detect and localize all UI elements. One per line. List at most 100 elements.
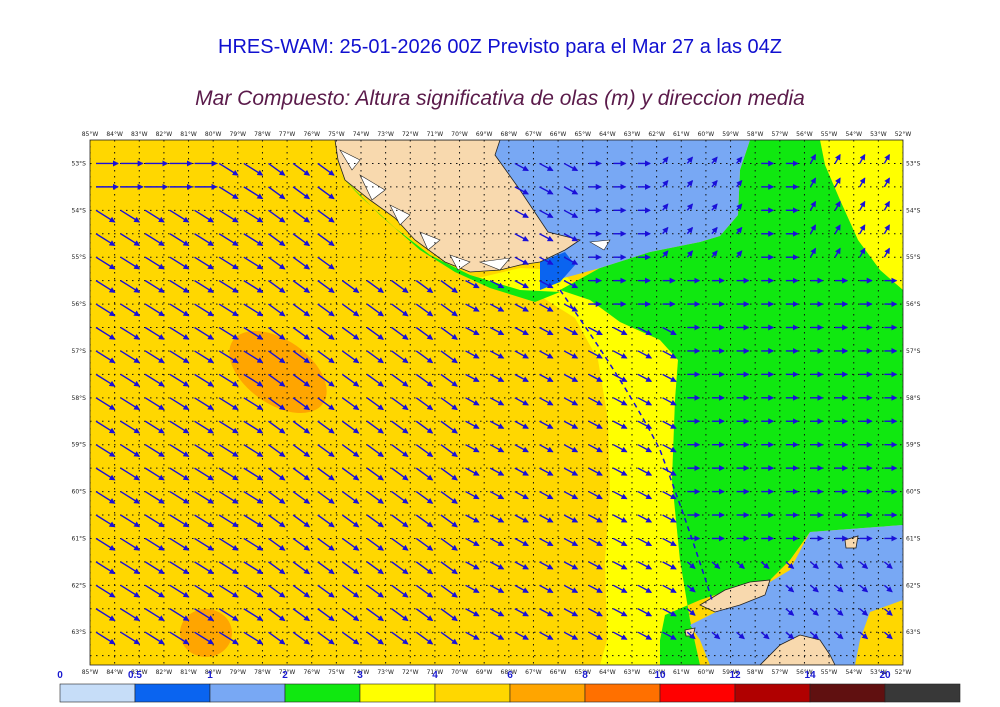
wave-arrow: [489, 326, 505, 336]
wave-arrow: [292, 490, 311, 504]
wave-arrow: [144, 444, 165, 457]
lat-label-left: 57°S: [72, 348, 87, 355]
colorbar: [59, 683, 961, 703]
wave-arrow: [809, 200, 817, 211]
lon-label-top: 85°W: [82, 131, 99, 138]
wave-arrow: [292, 561, 311, 575]
lon-label-bottom: 68°W: [501, 669, 518, 676]
wave-arrow: [341, 373, 360, 387]
wave-arrow: [169, 490, 190, 504]
wave-arrow: [883, 177, 890, 188]
wave-arrow: [489, 420, 505, 429]
lat-label-right: 53°S: [906, 160, 921, 167]
wave-arrow: [194, 233, 215, 247]
lon-label-bottom: 52°W: [895, 669, 912, 676]
wave-arrow: [736, 203, 743, 211]
wave-height-field: [90, 140, 903, 665]
colorbar-label: 6: [507, 670, 513, 681]
wave-arrow: [539, 490, 554, 500]
wave-arrow: [169, 326, 190, 340]
wave-arrow: [662, 397, 677, 406]
colorbar-label: 14: [804, 670, 816, 681]
wave-arrow: [834, 561, 844, 569]
wave-arrow: [415, 490, 434, 504]
wave-arrow: [120, 514, 141, 528]
wave-zone-6-8m-b: [180, 609, 232, 657]
wave-arrow: [95, 514, 116, 528]
lon-label-top: 58°W: [747, 131, 764, 138]
lon-label-bottom: 76°W: [303, 669, 320, 676]
wave-arrow: [268, 209, 286, 223]
lon-label-bottom: 60°W: [698, 669, 715, 676]
wave-arrow: [95, 209, 116, 223]
wave-arrow: [637, 373, 653, 383]
lon-label-bottom: 61°W: [673, 669, 690, 676]
lon-label-bottom: 63°W: [624, 669, 641, 676]
wave-arrow: [144, 209, 165, 223]
wave-arrow: [341, 467, 360, 481]
wave-arrow: [588, 444, 603, 453]
wave-arrow: [366, 350, 384, 364]
lon-label-bottom: 85°W: [82, 669, 99, 676]
wave-arrow: [563, 608, 579, 617]
wave-arrow: [883, 631, 893, 640]
wave-zone-3-4m: [470, 268, 700, 665]
wave-arrow: [883, 608, 893, 616]
wave-arrow: [95, 608, 116, 622]
wave-arrow: [194, 444, 215, 457]
wave-arrow: [144, 326, 165, 340]
wave-arrow: [834, 631, 844, 640]
wave-arrow: [637, 631, 653, 640]
wave-arrow: [810, 561, 819, 569]
lon-label-bottom: 70°W: [451, 669, 468, 676]
wave-arrow: [662, 584, 677, 593]
lon-label-bottom: 75°W: [328, 669, 345, 676]
lon-label-bottom: 81°W: [180, 669, 197, 676]
wave-arrow: [834, 224, 841, 235]
colorbar-swatch: [209, 683, 286, 703]
wave-arrow: [243, 256, 264, 270]
wave-arrow: [415, 467, 434, 481]
wave-arrow: [415, 561, 434, 575]
wave-arrow: [613, 490, 628, 500]
wave-arrow: [514, 373, 529, 383]
wave-arrow: [317, 608, 335, 622]
wave-arrow: [366, 420, 384, 434]
wave-arrow: [169, 444, 190, 457]
wave-arrow: [268, 537, 286, 551]
wave-arrow: [292, 514, 311, 528]
wave-arrow: [391, 420, 409, 434]
colorbar-label: 2: [282, 670, 288, 681]
wave-arrow: [144, 584, 165, 598]
wave-arrow: [144, 467, 165, 481]
wave-arrow: [563, 490, 579, 500]
wave-arrow: [243, 373, 264, 387]
wave-arrow: [489, 467, 505, 476]
wave-arrow: [883, 224, 890, 235]
wave-arrow: [218, 537, 239, 551]
wave-arrow: [292, 444, 311, 458]
latitude-labels-right: 53°S 54°S 55°S 56°S 57°S 58°S 59°S 60°S 61°S 62°S…: [906, 160, 921, 636]
wave-arrow: [637, 350, 653, 359]
wave-arrow: [415, 420, 434, 434]
wave-arrow: [785, 561, 795, 569]
wave-arrow: [809, 247, 817, 258]
wave-arrow: [341, 490, 360, 504]
wave-arrow: [218, 233, 239, 247]
wave-arrow: [686, 226, 694, 235]
lon-label-top: 53°W: [870, 131, 887, 138]
wave-arrow: [317, 280, 335, 293]
wave-arrow: [317, 209, 335, 223]
wave-arrow: [120, 326, 141, 340]
wave-arrow: [465, 397, 480, 406]
lon-label-bottom: 64°W: [599, 669, 616, 676]
wave-arrow: [366, 561, 384, 575]
lat-label-right: 57°S: [906, 348, 921, 355]
lon-label-top: 65°W: [574, 131, 591, 138]
wave-arrow: [711, 226, 718, 235]
wave-arrow: [514, 186, 529, 195]
wave-arrow: [489, 584, 505, 593]
wave-arrow: [366, 490, 384, 504]
wave-arrow: [218, 467, 239, 481]
wave-arrow: [95, 420, 116, 434]
